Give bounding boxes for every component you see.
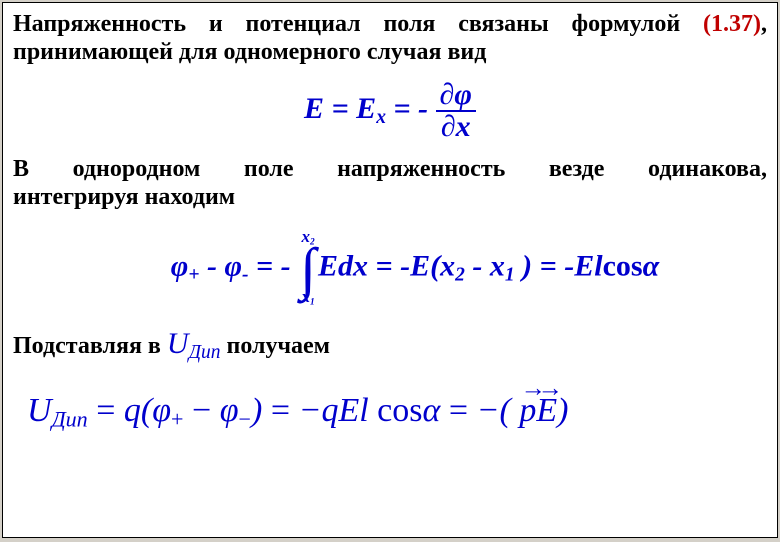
den-x: x [456, 110, 471, 143]
w5: везде [549, 156, 605, 182]
phi-minus: φ [224, 249, 242, 282]
U-sub: Дип [189, 342, 221, 363]
integral: x2 ∫ x1 [300, 230, 316, 307]
x2-sub: 2 [455, 264, 465, 285]
para3-a: Подставляя в [13, 333, 167, 359]
w4: напряженность [337, 156, 505, 182]
minus-x: - x [465, 249, 505, 282]
w2: однородном [73, 156, 201, 182]
w1: В [13, 156, 29, 182]
formula-3: UДип = q(φ+ − φ−) = −qEl cosα = −( pE) [13, 383, 767, 443]
eq-a: = [249, 249, 281, 282]
para1-text-a: Напряженность и потенциал поля связаны ф… [13, 11, 703, 37]
vec-p: p [519, 392, 536, 430]
sym-Ex-E: E [356, 92, 376, 125]
neg-qEl: −qEl [299, 392, 378, 429]
integral-symbol: ∫ [300, 247, 316, 291]
neg-E-open: -E(x [400, 249, 455, 282]
partial-1: ∂ [440, 78, 455, 111]
paragraph-3: Подставляя в UДип получаем [13, 327, 767, 364]
eq3b: = [262, 392, 298, 429]
formula-3-body: UДип = q(φ+ − φ−) = −qEl cosα = −( pE) [27, 392, 568, 433]
sym-E: E [304, 92, 324, 125]
phi-plus-sub: + [188, 264, 199, 285]
int-lo-x: x [302, 287, 311, 306]
paragraph-2-line2: интегрируя находим [13, 184, 767, 212]
partial-2: ∂ [441, 110, 456, 143]
Edx: Edx [318, 249, 368, 282]
int-lo-1: 1 [310, 297, 315, 307]
alpha-1: α [643, 249, 660, 282]
sym-neg: - [418, 92, 436, 125]
eq-b: = [368, 249, 400, 282]
eq3a: = [88, 392, 124, 429]
paragraph-2-line1: В однородном поле напряженность везде од… [13, 156, 767, 184]
U-sym: U [167, 327, 189, 360]
sym-eq: = [324, 92, 356, 125]
para3-b: получаем [220, 333, 330, 359]
formula-2: φ+ - φ- = - x2 ∫ x1 Edx = -E(x2 - x1 ) =… [13, 215, 767, 321]
formula-reference: (1.37) [703, 11, 761, 37]
phi-1: φ [454, 78, 472, 111]
eq3c: = [440, 392, 476, 429]
phi3m-sub: − [239, 407, 251, 432]
inline-U: UДип [167, 327, 221, 360]
paragraph-1: Напряженность и потенциал поля связаны ф… [13, 11, 767, 66]
phi3p-sub: + [171, 407, 183, 432]
close-paren: ) [515, 249, 533, 282]
neg-a: - [281, 249, 299, 282]
fraction-num: ∂φ [436, 80, 476, 112]
cos3: cos [377, 392, 422, 429]
fraction-den: ∂x [437, 112, 475, 142]
formula-2-body: φ+ - φ- = - x2 ∫ x1 Edx = -E(x2 - x1 ) =… [171, 230, 659, 307]
int-lower: x1 [302, 290, 315, 307]
neg-open3: −( [477, 392, 520, 429]
phi3p: φ [152, 392, 171, 429]
alpha3: α [423, 392, 441, 429]
U3-sub: Дип [52, 407, 88, 432]
U3: U [27, 392, 52, 429]
close3a: ) [251, 392, 262, 429]
eq-c: = [532, 249, 564, 282]
vec-E: E [536, 392, 557, 430]
sym-Ex-sub: x [376, 107, 386, 128]
q-open: q( [124, 392, 152, 429]
cos-1: cos [603, 249, 643, 282]
minus-a: - [199, 249, 224, 282]
sym-eq2: = [386, 92, 418, 125]
minus3: − [184, 392, 220, 429]
fraction: ∂φ ∂x [436, 80, 476, 142]
formula-1-body: E = Ex = - ∂φ ∂x [304, 80, 476, 142]
w6: одинакова, [648, 156, 767, 182]
w3: поле [244, 156, 294, 182]
formula-1: E = Ex = - ∂φ ∂x [13, 74, 767, 148]
phi3m: φ [220, 392, 239, 429]
neg-El: -El [564, 249, 602, 282]
x1-sub: 1 [505, 264, 515, 285]
phi-plus: φ [171, 249, 189, 282]
document-page: Напряженность и потенциал поля связаны ф… [2, 2, 778, 538]
